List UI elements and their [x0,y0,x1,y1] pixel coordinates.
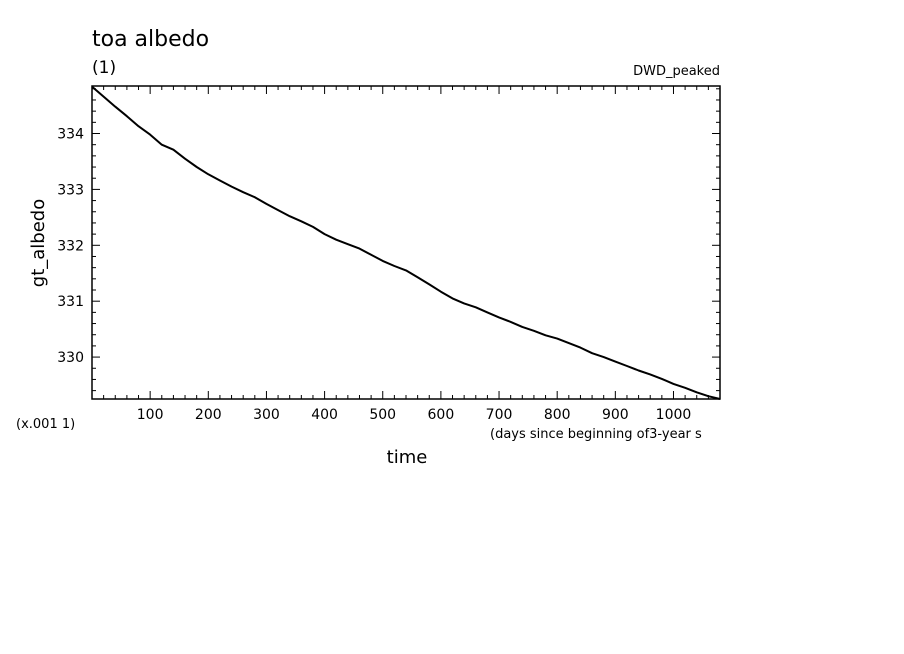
series-line [91,85,721,400]
x-tick-label: 100 [137,407,164,423]
y-tick-label: 330 [57,350,84,366]
x-tick-label: 600 [428,407,455,423]
y-tick-label: 334 [57,127,84,143]
y-tick-label: 331 [57,294,84,310]
y-tick-label: 332 [57,238,84,254]
axis-ticks [92,86,720,399]
x-axis-title: time [387,447,428,468]
chart-title: toa albedo [92,27,209,52]
x-tick-label: 400 [311,407,338,423]
plot-frame [91,85,721,400]
y-tick-label: 333 [57,182,84,198]
x-tick-label: 800 [544,407,571,423]
x-tick-label: 500 [369,407,396,423]
x-tick-label: 300 [253,407,280,423]
x-tick-label: 1000 [656,407,692,423]
x-unit-note: (days since beginning of3-year s [490,427,702,442]
chart-subtitle: (1) [92,58,116,78]
x-tick-label: 200 [195,407,222,423]
y-scale-note: (x.001 1) [16,417,75,432]
y-axis-title: gt_albedo [28,199,49,287]
run-label: DWD_peaked [633,64,720,79]
tick-labels: 100 200 300 400 500 600 700 800 900 1000 330 331 332… [57,127,691,423]
x-tick-label: 900 [602,407,629,423]
x-tick-label: 700 [486,407,513,423]
